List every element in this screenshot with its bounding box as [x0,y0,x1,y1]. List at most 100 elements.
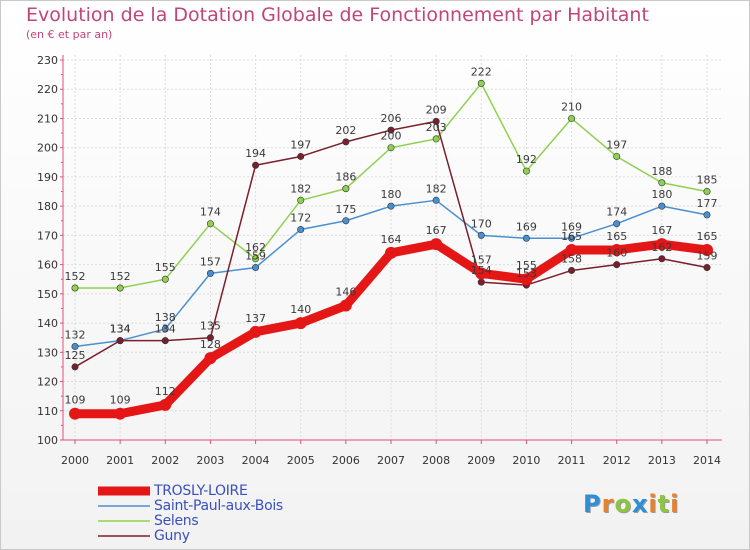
data-label: 182 [426,182,447,195]
data-point [701,244,713,256]
grid [63,55,722,441]
data-point [116,284,124,292]
logo-letter: x [631,490,649,518]
data-point [477,278,485,286]
data-point [342,217,350,225]
data-point [161,325,169,333]
data-label: 188 [651,165,672,178]
data-point [703,188,711,196]
data-point [342,138,350,146]
data-point [114,407,127,420]
x-tick-label: 2006 [332,454,360,467]
data-label: 209 [426,103,447,116]
data-label: 159 [245,250,266,263]
x-tick-label: 2011 [558,454,586,467]
y-tick-label: 120 [37,376,58,389]
data-label: 109 [65,394,86,407]
data-label: 167 [426,224,447,237]
logo-letter: o [614,490,632,518]
chart-subtitle: (en € et par an) [26,28,113,41]
data-label: 177 [697,197,718,210]
y-tick-label: 200 [37,142,58,155]
data-label: 160 [606,247,627,260]
data-point [294,317,307,330]
data-label: 200 [381,130,402,143]
data-label: 152 [110,270,131,283]
data-point [252,255,260,263]
logo-letter: r [601,490,615,518]
data-label: 157 [471,253,492,266]
data-point [342,185,350,193]
data-point [610,244,623,256]
data-point [613,261,621,269]
data-label: 180 [651,188,672,201]
data-point [658,179,666,187]
data-point [71,284,79,292]
data-point [252,264,260,272]
data-point [568,266,576,274]
data-point [568,234,576,242]
data-point [430,238,443,251]
y-tick-label: 170 [37,229,58,242]
data-point [658,202,666,210]
axes: 100 110 120 130 140 150 160 170 180 190 200 210 220 2… [37,54,722,467]
legend-item-trosly-loire[interactable]: TROSLY-LOIRE [98,483,283,499]
legend-item-selens[interactable]: Selens [98,513,283,529]
legend-swatch-selens [98,519,150,522]
data-point [477,231,485,239]
data-point [206,269,214,277]
data-label: 197 [290,138,311,151]
y-tick-label: 230 [37,54,58,67]
y-tick-label: 180 [37,200,58,213]
legend-item-saint-paul-aux-bois[interactable]: Saint-Paul-aux-Bois [98,498,283,514]
data-point [703,264,711,272]
x-tick-label: 2009 [467,454,495,467]
data-label: 125 [65,349,86,362]
data-point [159,398,172,411]
data-point [522,234,530,242]
data-point [432,196,440,204]
legend-swatch-guny [98,534,150,537]
data-point [206,220,214,228]
data-label: 180 [381,188,402,201]
data-point [565,244,578,256]
data-label: 182 [290,182,311,195]
data-point [69,407,81,420]
data-label: 135 [200,320,221,333]
data-point [522,167,530,175]
data-point [385,246,397,259]
data-label: 140 [290,303,311,316]
data-point [161,337,169,345]
data-point [477,79,485,87]
data-point [387,144,395,152]
data-label: 172 [290,212,311,225]
data-point [297,226,305,234]
x-tick-label: 2012 [603,454,631,467]
y-tick-label: 220 [37,83,58,96]
data-point [297,196,305,204]
legend-swatch-trosly [98,486,150,495]
data-point [161,275,169,283]
x-tick-label: 2000 [61,454,89,467]
data-point [297,152,305,160]
data-label: 186 [335,171,356,184]
data-label: 192 [516,153,537,166]
data-point [252,161,260,169]
data-point [520,273,533,286]
data-label: 109 [110,394,131,407]
data-point [206,334,214,342]
y-tick-label: 160 [37,259,58,272]
data-label: 159 [697,250,718,263]
data-label: 162 [651,241,672,254]
x-tick-label: 2005 [287,454,315,467]
data-label: 165 [606,230,627,243]
data-label: 202 [335,124,356,137]
chart-title: Evolution de la Dotation Globale de Fonc… [26,4,649,26]
data-label: 175 [335,203,356,216]
y-tick-label: 110 [37,405,58,418]
x-tick-label: 2008 [422,454,450,467]
x-tick-label: 2010 [512,454,540,467]
legend-item-guny[interactable]: Guny [98,528,283,544]
data-label: 169 [561,220,582,233]
